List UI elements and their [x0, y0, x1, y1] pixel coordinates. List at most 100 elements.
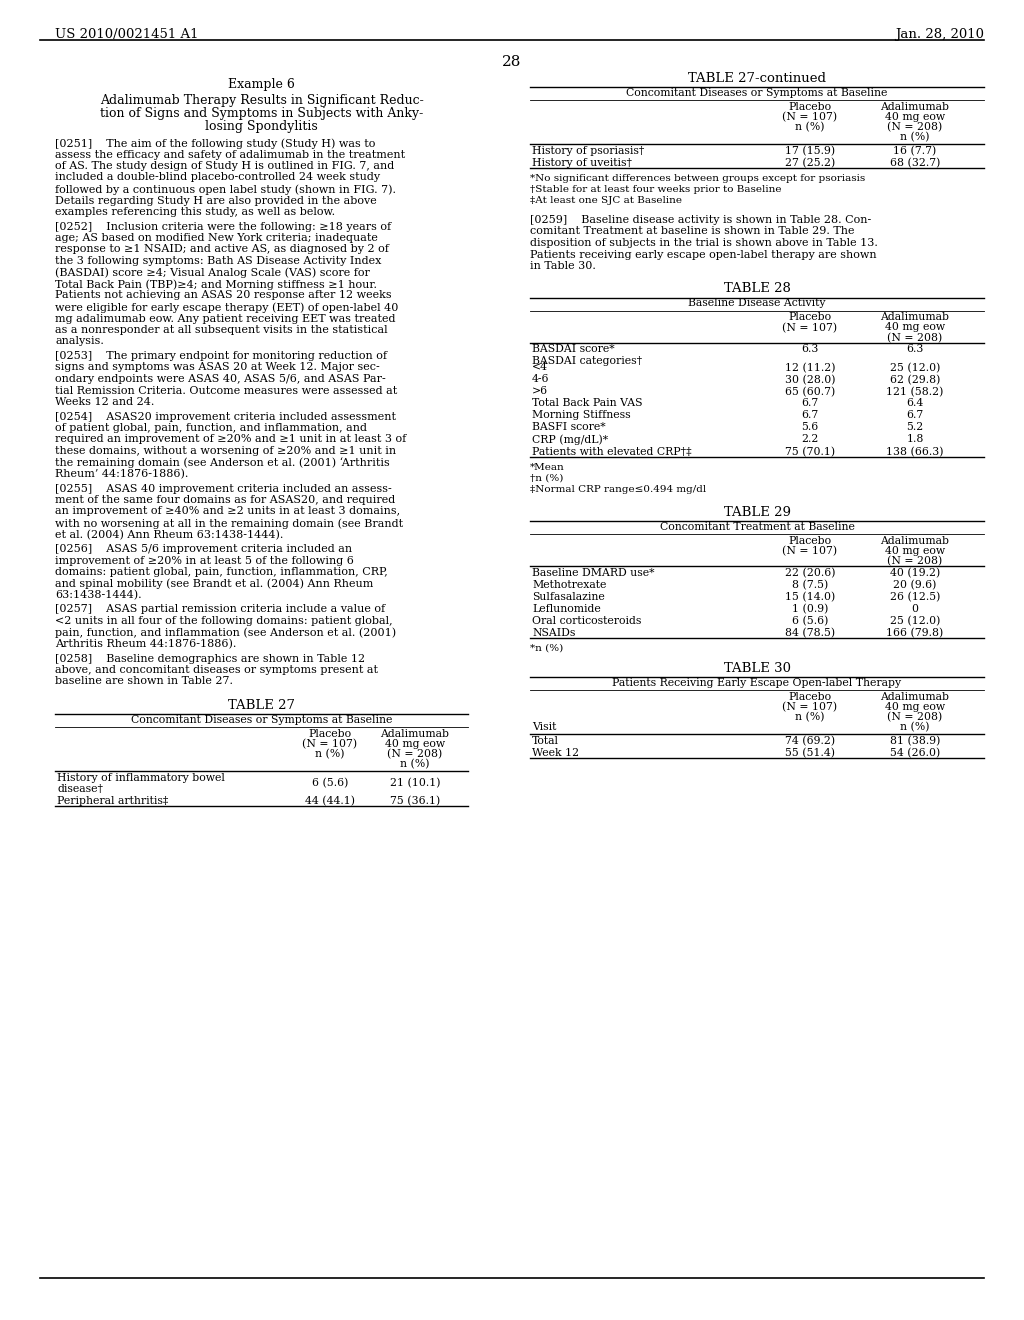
Text: Leflunomide: Leflunomide: [532, 603, 601, 614]
Text: 74 (69.2): 74 (69.2): [785, 735, 835, 746]
Text: Placebo: Placebo: [788, 692, 831, 701]
Text: 6.7: 6.7: [906, 411, 924, 421]
Text: 40 mg eow: 40 mg eow: [885, 545, 945, 556]
Text: TABLE 30: TABLE 30: [724, 661, 791, 675]
Text: losing Spondylitis: losing Spondylitis: [205, 120, 317, 133]
Text: (N = 208): (N = 208): [888, 556, 943, 566]
Text: Baseline DMARD use*: Baseline DMARD use*: [532, 568, 654, 578]
Text: disposition of subjects in the trial is shown above in Table 13.: disposition of subjects in the trial is …: [530, 238, 878, 248]
Text: Concomitant Diseases or Symptoms at Baseline: Concomitant Diseases or Symptoms at Base…: [627, 88, 888, 98]
Text: *Mean: *Mean: [530, 462, 565, 471]
Text: n (%): n (%): [900, 132, 930, 143]
Text: response to ≥1 NSAID; and active AS, as diagnosed by 2 of: response to ≥1 NSAID; and active AS, as …: [55, 244, 389, 255]
Text: signs and symptoms was ASAS 20 at Week 12. Major sec-: signs and symptoms was ASAS 20 at Week 1…: [55, 363, 380, 372]
Text: History of inflammatory bowel: History of inflammatory bowel: [57, 774, 225, 783]
Text: *n (%): *n (%): [530, 644, 563, 652]
Text: TABLE 27: TABLE 27: [228, 700, 295, 711]
Text: (N = 208): (N = 208): [888, 121, 943, 132]
Text: improvement of ≥20% in at least 5 of the following 6: improvement of ≥20% in at least 5 of the…: [55, 556, 354, 565]
Text: Adalimumab: Adalimumab: [881, 102, 949, 112]
Text: were eligible for early escape therapy (EET) of open-label 40: were eligible for early escape therapy (…: [55, 302, 398, 313]
Text: followed by a continuous open label study (shown in FIG. 7).: followed by a continuous open label stud…: [55, 183, 396, 194]
Text: pain, function, and inflammation (see Anderson et al. (2001): pain, function, and inflammation (see An…: [55, 627, 396, 638]
Text: [0251]    The aim of the following study (Study H) was to: [0251] The aim of the following study (S…: [55, 139, 376, 149]
Text: above, and concomitant diseases or symptoms present at: above, and concomitant diseases or sympt…: [55, 665, 378, 675]
Text: [0257]    ASAS partial remission criteria include a value of: [0257] ASAS partial remission criteria i…: [55, 605, 385, 615]
Text: Placebo: Placebo: [308, 729, 351, 739]
Text: Arthritis Rheum 44:1876-1886).: Arthritis Rheum 44:1876-1886).: [55, 639, 237, 649]
Text: †n (%): †n (%): [530, 474, 563, 483]
Text: 81 (38.9): 81 (38.9): [890, 735, 940, 746]
Text: TABLE 29: TABLE 29: [724, 506, 791, 519]
Text: 75 (70.1): 75 (70.1): [785, 446, 835, 457]
Text: 40 mg eow: 40 mg eow: [385, 739, 445, 748]
Text: 6.7: 6.7: [802, 399, 818, 408]
Text: Details regarding Study H are also provided in the above: Details regarding Study H are also provi…: [55, 195, 377, 206]
Text: 44 (44.1): 44 (44.1): [305, 796, 355, 807]
Text: disease†: disease†: [57, 784, 103, 795]
Text: 68 (32.7): 68 (32.7): [890, 158, 940, 169]
Text: Sulfasalazine: Sulfasalazine: [532, 591, 605, 602]
Text: of patient global, pain, function, and inflammation, and: of patient global, pain, function, and i…: [55, 422, 367, 433]
Text: (N = 208): (N = 208): [888, 333, 943, 343]
Text: US 2010/0021451 A1: US 2010/0021451 A1: [55, 28, 199, 41]
Text: Patients with elevated CRP†‡: Patients with elevated CRP†‡: [532, 446, 691, 457]
Text: n (%): n (%): [400, 759, 430, 770]
Text: assess the efficacy and safety of adalimumab in the treatment: assess the efficacy and safety of adalim…: [55, 149, 406, 160]
Text: Placebo: Placebo: [788, 102, 831, 112]
Text: 75 (36.1): 75 (36.1): [390, 796, 440, 807]
Text: n (%): n (%): [796, 121, 824, 132]
Text: [0253]    The primary endpoint for monitoring reduction of: [0253] The primary endpoint for monitori…: [55, 351, 387, 360]
Text: History of uveitis†: History of uveitis†: [532, 158, 632, 168]
Text: Placebo: Placebo: [788, 536, 831, 545]
Text: [0258]    Baseline demographics are shown in Table 12: [0258] Baseline demographics are shown i…: [55, 653, 366, 664]
Text: 65 (60.7): 65 (60.7): [784, 387, 836, 397]
Text: Total: Total: [532, 735, 559, 746]
Text: baseline are shown in Table 27.: baseline are shown in Table 27.: [55, 676, 233, 686]
Text: Placebo: Placebo: [788, 313, 831, 322]
Text: History of psoriasis†: History of psoriasis†: [532, 147, 644, 156]
Text: [0255]    ASAS 40 improvement criteria included an assess-: [0255] ASAS 40 improvement criteria incl…: [55, 483, 392, 494]
Text: 22 (20.6): 22 (20.6): [784, 568, 836, 578]
Text: included a double-blind placebo-controlled 24 week study: included a double-blind placebo-controll…: [55, 173, 380, 182]
Text: (N = 107): (N = 107): [782, 701, 838, 711]
Text: [0252]    Inclusion criteria were the following: ≥18 years of: [0252] Inclusion criteria were the follo…: [55, 222, 391, 231]
Text: required an improvement of ≥20% and ≥1 unit in at least 3 of: required an improvement of ≥20% and ≥1 u…: [55, 434, 407, 445]
Text: as a nonresponder at all subsequent visits in the statistical: as a nonresponder at all subsequent visi…: [55, 325, 388, 335]
Text: of AS. The study design of Study H is outlined in FIG. 7, and: of AS. The study design of Study H is ou…: [55, 161, 394, 172]
Text: 40 mg eow: 40 mg eow: [885, 112, 945, 121]
Text: 30 (28.0): 30 (28.0): [784, 375, 836, 385]
Text: 62 (29.8): 62 (29.8): [890, 375, 940, 385]
Text: Patients not achieving an ASAS 20 response after 12 weeks: Patients not achieving an ASAS 20 respon…: [55, 290, 391, 301]
Text: analysis.: analysis.: [55, 337, 103, 346]
Text: Example 6: Example 6: [228, 78, 295, 91]
Text: 12 (11.2): 12 (11.2): [784, 363, 836, 372]
Text: TABLE 28: TABLE 28: [724, 282, 791, 296]
Text: (N = 107): (N = 107): [302, 739, 357, 750]
Text: NSAIDs: NSAIDs: [532, 627, 575, 638]
Text: 63:1438-1444).: 63:1438-1444).: [55, 590, 141, 601]
Text: †Stable for at least four weeks prior to Baseline: †Stable for at least four weeks prior to…: [530, 185, 781, 194]
Text: Weeks 12 and 24.: Weeks 12 and 24.: [55, 397, 155, 407]
Text: 121 (58.2): 121 (58.2): [887, 387, 944, 397]
Text: 6 (5.6): 6 (5.6): [792, 615, 828, 626]
Text: Patients Receiving Early Escape Open-label Therapy: Patients Receiving Early Escape Open-lab…: [612, 677, 901, 688]
Text: ‡At least one SJC at Baseline: ‡At least one SJC at Baseline: [530, 195, 682, 205]
Text: (N = 107): (N = 107): [782, 545, 838, 556]
Text: [0256]    ASAS 5/6 improvement criteria included an: [0256] ASAS 5/6 improvement criteria inc…: [55, 544, 352, 554]
Text: domains: patient global, pain, function, inflammation, CRP,: domains: patient global, pain, function,…: [55, 568, 388, 577]
Text: (N = 107): (N = 107): [782, 322, 838, 333]
Text: (BASDAI) score ≥4; Visual Analog Scale (VAS) score for: (BASDAI) score ≥4; Visual Analog Scale (…: [55, 268, 370, 279]
Text: 20 (9.6): 20 (9.6): [893, 579, 937, 590]
Text: 5.6: 5.6: [802, 422, 818, 433]
Text: (N = 107): (N = 107): [782, 112, 838, 123]
Text: Week 12: Week 12: [532, 747, 580, 758]
Text: 40 mg eow: 40 mg eow: [885, 701, 945, 711]
Text: 54 (26.0): 54 (26.0): [890, 747, 940, 758]
Text: ment of the same four domains as for ASAS20, and required: ment of the same four domains as for ASA…: [55, 495, 395, 506]
Text: (N = 208): (N = 208): [888, 711, 943, 722]
Text: Total Back Pain (TBP)≥4; and Morning stiffness ≥1 hour.: Total Back Pain (TBP)≥4; and Morning sti…: [55, 279, 377, 289]
Text: Visit: Visit: [532, 722, 556, 731]
Text: *No significant differences between groups except for psoriasis: *No significant differences between grou…: [530, 174, 865, 183]
Text: 16 (7.7): 16 (7.7): [893, 147, 937, 156]
